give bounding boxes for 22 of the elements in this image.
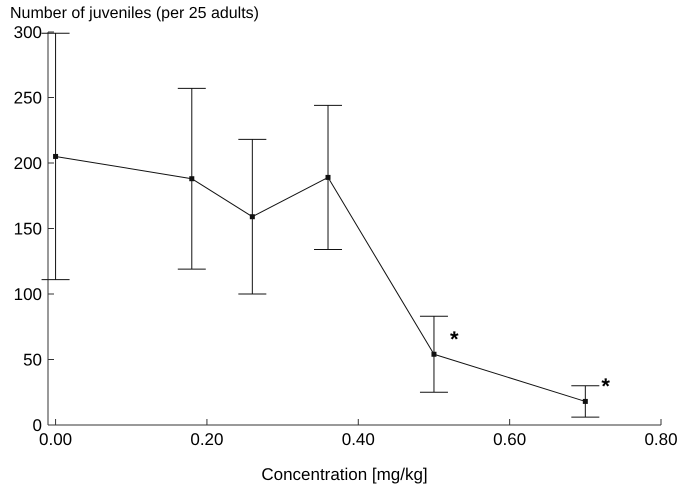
- point: [431, 352, 436, 357]
- point: [53, 154, 58, 159]
- x-tick-label: 0.00: [39, 430, 72, 449]
- y-tick-label: 0: [32, 416, 42, 435]
- y-tick-label: 250: [14, 88, 42, 108]
- y-tick-label: 150: [14, 220, 42, 238]
- point: [326, 174, 331, 180]
- x-tick-label: 0.40: [342, 430, 375, 449]
- y-tick-label: 300: [14, 23, 42, 42]
- point: [189, 176, 194, 182]
- y-axis-title: Number of juveniles (per 25 adults): [10, 5, 260, 22]
- y-tick-label: 100: [14, 285, 42, 304]
- x-axis-title: Concentration [mg/kg]: [261, 465, 428, 484]
- x-tick-label: 0.80: [644, 430, 678, 449]
- x-tick-label: 0.60: [493, 430, 526, 449]
- annotation: *: [601, 373, 610, 398]
- y-tick-label: 50: [23, 350, 42, 370]
- annotation: *: [450, 326, 459, 352]
- point: [582, 398, 588, 404]
- x-tick-label: 0.20: [190, 430, 224, 449]
- y-tick-label: 200: [14, 154, 42, 173]
- point: [250, 214, 255, 220]
